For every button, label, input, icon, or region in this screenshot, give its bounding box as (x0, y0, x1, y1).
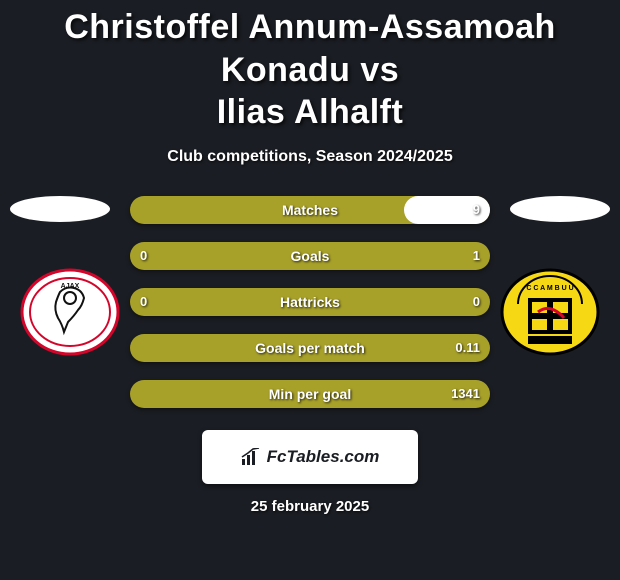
subtitle: Club competitions, Season 2024/2025 (0, 148, 620, 166)
stat-row: Goals0 1 (130, 242, 490, 270)
brand-box: FcTables.com (202, 430, 418, 484)
right-club-logo: C C A M B U U (500, 268, 600, 356)
stat-value-right: 1341 (451, 380, 480, 408)
stat-value-right: 0.11 (455, 334, 480, 362)
stat-value-right: 0 (473, 288, 480, 316)
comparison-content: AJAX C C A M B U U Matches9Goals01Hattri… (0, 196, 620, 426)
generated-date: 25 february 2025 (0, 498, 620, 515)
stat-row: Hattricks0 0 (130, 288, 490, 316)
stat-value-left: 0 (140, 288, 147, 316)
svg-text:AJAX: AJAX (61, 283, 80, 290)
stat-label: Hattricks (130, 288, 490, 316)
stat-row: Min per goal1341 (130, 380, 490, 408)
stat-label: Matches (130, 196, 490, 224)
brand-chart-icon (241, 448, 261, 466)
comparison-title: Christoffel Annum-Assamoah Konadu vs Ili… (0, 0, 620, 134)
title-line-1: Christoffel Annum-Assamoah Konadu vs (64, 8, 556, 89)
svg-text:C C A M B U U: C C A M B U U (526, 285, 573, 292)
stat-label: Min per goal (130, 380, 490, 408)
stat-bars: Matches9Goals01Hattricks00Goals per matc… (130, 196, 490, 426)
stat-value-left: 0 (140, 242, 147, 270)
title-line-2: Ilias Alhalft (217, 93, 404, 131)
stat-row: Matches9 (130, 196, 490, 224)
left-club-logo: AJAX (20, 268, 120, 356)
stat-value-right: 9 (473, 196, 480, 224)
stat-value-right: 1 (473, 242, 480, 270)
stat-label: Goals (130, 242, 490, 270)
ellipse-left (10, 196, 110, 222)
stat-row: Goals per match0.11 (130, 334, 490, 362)
ellipse-right (510, 196, 610, 222)
brand-text: FcTables.com (267, 447, 380, 467)
stat-label: Goals per match (130, 334, 490, 362)
